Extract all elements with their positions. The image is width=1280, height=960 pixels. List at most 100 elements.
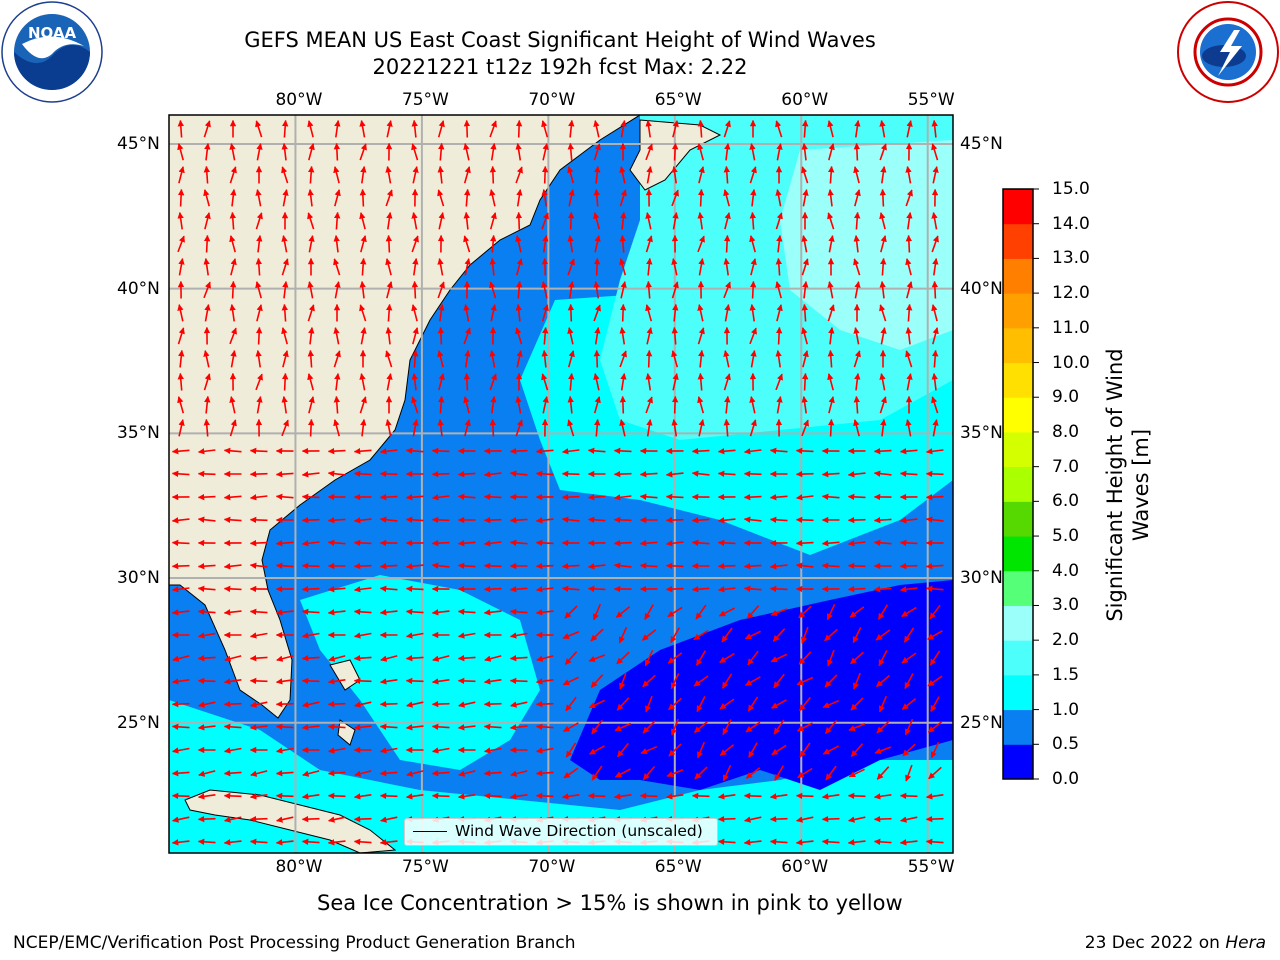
wave-arrow (515, 327, 523, 345)
wave-arrow (672, 303, 679, 322)
wave-arrow (515, 419, 523, 437)
wave-arrow (223, 770, 242, 777)
wave-arrow (827, 212, 835, 230)
wave-arrow (613, 494, 632, 501)
wave-arrow (386, 120, 393, 138)
wave-arrow (697, 211, 704, 230)
wave-arrow (905, 764, 913, 782)
wave-arrow (535, 723, 554, 730)
colorbar-tick-label: 14.0 (1052, 213, 1090, 234)
lon-tick-label-top: 75°W (401, 90, 449, 110)
wave-arrow (301, 724, 320, 731)
wave-arrow (852, 627, 862, 644)
wave-arrow (249, 793, 268, 800)
wave-arrow (821, 838, 840, 845)
wave-arrow (327, 447, 346, 455)
wave-arrow (931, 372, 938, 391)
wave-arrow (327, 700, 346, 708)
chart-title: GEFS MEAN US East Coast Significant Heig… (244, 28, 876, 52)
wave-arrow (615, 606, 631, 618)
wave-arrow (824, 628, 838, 642)
wave-arrow (203, 189, 210, 207)
wave-arrow (353, 586, 372, 593)
wave-arrow (928, 766, 942, 780)
wave-arrow (541, 304, 549, 322)
wave-arrow (379, 609, 398, 616)
wave-arrow (353, 539, 372, 547)
wave-arrow (438, 212, 445, 230)
wave-arrow (746, 605, 760, 619)
wave-arrow (927, 630, 943, 640)
wave-arrow (437, 418, 444, 437)
wave-arrow (671, 350, 679, 368)
wave-arrow (307, 304, 315, 322)
wave-arrow (931, 304, 938, 322)
wave-arrow (412, 419, 419, 437)
wave-arrow (353, 815, 372, 823)
wave-arrow (614, 768, 631, 778)
wave-arrow (307, 373, 314, 391)
wave-arrow (197, 516, 216, 523)
wave-arrow (927, 675, 943, 687)
wave-arrow (932, 257, 939, 276)
wave-arrow (379, 448, 398, 455)
wave-arrow (588, 654, 606, 662)
footer-date: 23 Dec 2022 on Hera (1085, 932, 1266, 954)
wave-arrow (256, 304, 263, 322)
wave-arrow (437, 257, 444, 276)
wave-arrow (723, 165, 730, 184)
wave-arrow (850, 651, 864, 665)
wave-arrow (197, 470, 216, 478)
noaa-logo-text: NOAA (28, 24, 77, 42)
colorbar-segment (1003, 640, 1033, 676)
wave-arrow (744, 816, 762, 823)
wave-arrow (483, 678, 502, 685)
wave-arrow (438, 373, 445, 391)
footer-date-text: 23 Dec 2022 on (1084, 933, 1226, 953)
colorbar-tick-label: 2.0 (1052, 630, 1080, 651)
wave-arrow (666, 769, 684, 778)
wave-arrow (457, 562, 476, 569)
wave-arrow (593, 212, 601, 230)
wave-arrow (327, 586, 346, 593)
wave-arrow (171, 448, 190, 455)
wave-arrow (901, 698, 917, 710)
wave-arrow (411, 372, 418, 391)
wave-arrow (255, 189, 262, 207)
wave-arrow (594, 326, 601, 345)
wave-arrow (516, 280, 523, 299)
wave-arrow (405, 608, 424, 615)
wave-arrow (619, 303, 627, 322)
wave-arrow (536, 655, 554, 662)
wave-arrow (564, 605, 578, 619)
wave-arrow (197, 838, 216, 845)
wave-arrow (723, 418, 730, 437)
wave-arrow (249, 815, 268, 823)
wave-arrow (250, 770, 268, 777)
wave-arrow (665, 793, 684, 800)
wave-arrow (223, 723, 242, 730)
wave-arrow (744, 630, 761, 640)
wave-arrow (379, 516, 398, 523)
wave-arrow (178, 257, 185, 276)
wave-arrow (567, 395, 574, 414)
wave-arrow (203, 281, 211, 299)
wave-arrow (464, 349, 471, 368)
lon-tick-label-top: 55°W (907, 90, 955, 110)
wave-arrow (255, 349, 262, 368)
wave-arrow (587, 447, 606, 454)
wave-arrow (801, 419, 809, 437)
wave-arrow (853, 258, 861, 276)
legend-label: Wind Wave Direction (unscaled) (455, 822, 703, 840)
wave-arrow (562, 676, 579, 686)
wave-arrow (249, 655, 268, 662)
chart-subtitle: 20221221 t12z 192h fcst Max: 2.22 (372, 55, 748, 79)
wave-arrow (457, 540, 476, 547)
wave-arrow (489, 165, 497, 184)
wave-arrow (565, 696, 577, 712)
wave-arrow (671, 189, 679, 207)
wave-arrow (828, 165, 835, 184)
wave-arrow (171, 470, 190, 477)
wave-arrow (795, 516, 814, 524)
wave-arrow (327, 723, 346, 730)
